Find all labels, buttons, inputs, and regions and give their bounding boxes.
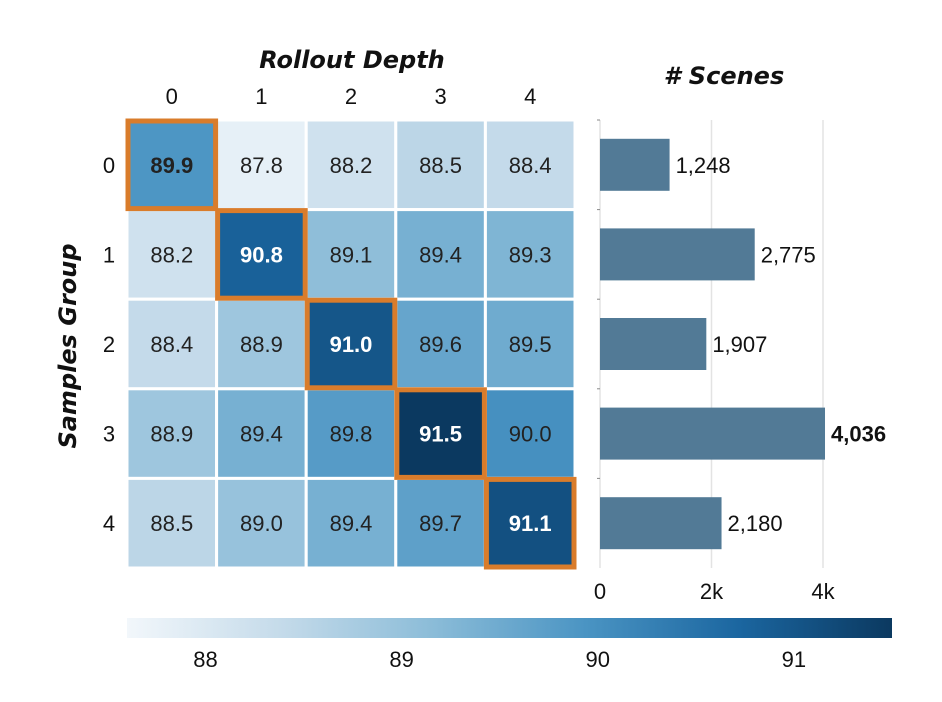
heatmap-cell-label: 88.2 [150,242,193,267]
x-tick-label: 1 [255,84,267,109]
heatmap-cell [215,387,308,480]
heatmap-cell [394,387,487,480]
heatmap-cell [125,476,219,570]
heatmap-cell-label: 90.8 [240,242,283,267]
bar [600,318,707,370]
colorbar-tick-label: 91 [782,647,806,672]
bar-x-tick-label: 4k [811,579,835,604]
heatmap-cell-label: 87.8 [240,153,283,178]
heatmap-cell-label: 88.9 [150,422,193,447]
heatmap-cell-label: 91.1 [509,511,552,536]
y-tick-label: 4 [103,511,115,536]
heatmap-cell-label: 89.1 [330,242,373,267]
heatmap-cell-label: 89.4 [419,242,462,267]
heatmap-cell-label: 88.2 [330,153,373,178]
heatmap-cell [483,387,577,480]
x-tick-label: 4 [524,84,536,109]
y-tick-label: 2 [103,332,115,357]
bar-x-tick-label: 0 [594,579,606,604]
heatmap-cell [483,208,577,301]
heatmap-y-label: Samples Group [54,243,82,448]
highlight-border [125,118,219,212]
bar-value-label: 1,907 [712,332,767,357]
heatmap-cell [125,208,219,301]
heatmap-highlights [125,118,577,570]
bar [600,138,670,191]
heatmap-cell-label: 88.9 [240,332,283,357]
y-tick-label: 1 [103,242,115,267]
colorbar: 88 89 90 91 [127,618,892,672]
heatmap-cell-label: 89.7 [419,511,462,536]
heatmap-cell-label: 88.4 [150,332,193,357]
bar-value-label: 4,036 [831,422,886,447]
heatmap-cell-label: 89.0 [240,511,283,536]
bar-x-tick-label: 2k [700,579,724,604]
heatmap-cell-label: 89.8 [330,422,373,447]
heatmap-cell [394,297,487,391]
heatmap-title: Rollout Depth [259,46,445,74]
heatmap-cell-label: 89.6 [419,332,462,357]
colorbar-gradient [127,618,892,638]
heatmap-cell-label: 89.3 [509,242,552,267]
x-tick-label: 0 [166,84,178,109]
heatmap-cell-label: 88.4 [509,153,552,178]
bar-chart: 0 2k 4k 1,248 2,775 1,907 4,036 2,180 [594,119,886,604]
heatmap-cell-label: 89.4 [240,422,283,447]
bar-chart-title: # Scenes [664,62,785,90]
bar [600,407,826,460]
bar [600,228,755,281]
bar-value-label: 1,248 [676,153,731,178]
heatmap: 89.9 87.8 88.2 88.5 88.4 88.2 90.8 89.1 89.4 89.3… [103,84,577,570]
heatmap-cell-label: 90.0 [509,422,552,447]
highlight-border [483,476,577,570]
heatmap-cell-label: 91.0 [330,332,373,357]
colorbar-tick-label: 89 [389,647,413,672]
heatmap-cell-label: 89.5 [509,332,552,357]
y-tick-label: 3 [103,422,115,447]
bar-value-label: 2,180 [728,511,783,536]
heatmap-cell [215,297,308,391]
highlight-border [215,208,308,301]
heatmap-cell [215,476,308,570]
bar [600,497,722,550]
x-tick-label: 2 [345,84,357,109]
heatmap-cell [125,387,219,480]
bar-value-label: 2,775 [761,242,816,267]
heatmap-cell-label: 89.9 [150,153,193,178]
heatmap-cell-label: 88.5 [150,511,193,536]
y-tick-label: 0 [103,153,115,178]
heatmap-cell-label: 88.5 [419,153,462,178]
heatmap-cell [304,476,398,570]
highlight-border [394,387,487,480]
colorbar-tick-label: 90 [586,647,610,672]
heatmap-cell-label: 89.4 [330,511,373,536]
heatmap-cell-label: 91.5 [419,422,462,447]
colorbar-tick-label: 88 [193,647,217,672]
highlight-border [304,297,398,391]
x-tick-label: 3 [434,84,446,109]
